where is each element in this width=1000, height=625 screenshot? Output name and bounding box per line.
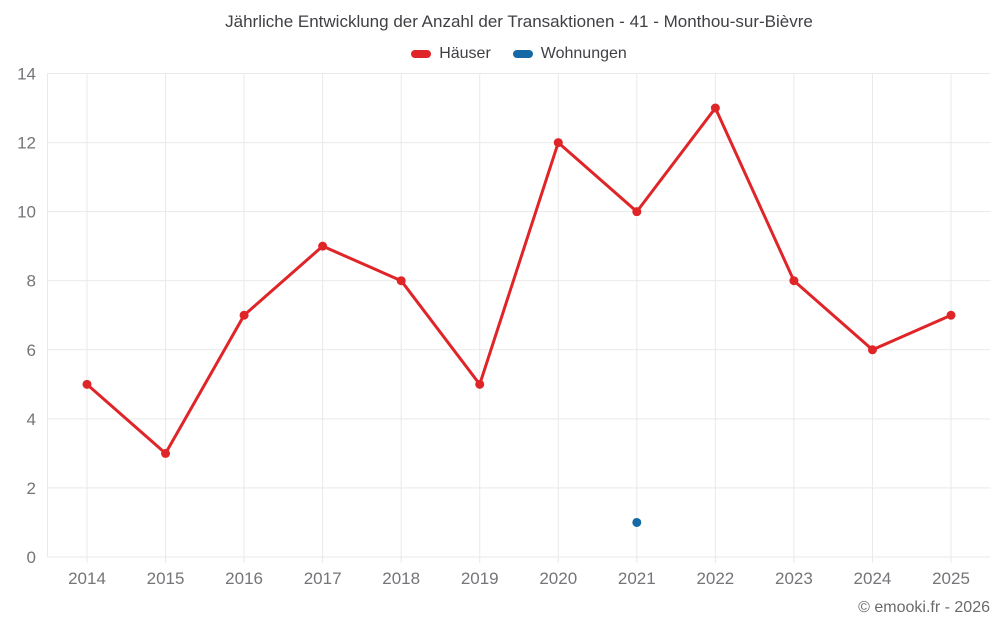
- data-point-häuser-2025[interactable]: [946, 310, 956, 320]
- legend-label-wohnungen: Wohnungen: [540, 45, 627, 62]
- data-point-häuser-2023[interactable]: [789, 276, 799, 286]
- legend-item-wohnungen[interactable]: Wohnungen: [512, 45, 627, 63]
- chart-title: Jährliche Entwicklung der Anzahl der Tra…: [225, 12, 813, 31]
- y-axis-tick-label: 2: [27, 479, 36, 498]
- data-point-wohnungen-2021[interactable]: [632, 517, 642, 527]
- copyright-footer: © emooki.fr - 2026: [858, 599, 990, 616]
- x-axis-tick-label: 2024: [854, 569, 892, 588]
- data-point-häuser-2024[interactable]: [867, 345, 877, 355]
- y-axis-tick-label: 12: [17, 134, 36, 153]
- y-axis-tick-label: 14: [17, 65, 36, 84]
- data-point-häuser-2016[interactable]: [239, 310, 249, 320]
- x-axis-tick-label: 2019: [461, 569, 499, 588]
- wohnungen-swatch-icon: [512, 50, 533, 58]
- x-axis-tick-label: 2023: [775, 569, 813, 588]
- x-axis-tick-label: 2017: [304, 569, 342, 588]
- data-point-häuser-2021[interactable]: [632, 207, 642, 217]
- data-point-häuser-2020[interactable]: [553, 138, 563, 148]
- data-point-häuser-2015[interactable]: [161, 448, 171, 458]
- data-point-häuser-2018[interactable]: [396, 276, 406, 286]
- y-axis-tick-label: 4: [27, 410, 36, 429]
- data-point-häuser-2019[interactable]: [475, 379, 485, 389]
- hauser-swatch-icon: [411, 50, 432, 58]
- x-axis-tick-label: 2018: [382, 569, 420, 588]
- y-axis-tick-label: 6: [27, 341, 36, 360]
- x-axis-tick-label: 2025: [932, 569, 970, 588]
- x-axis-tick-label: 2021: [618, 569, 656, 588]
- y-axis-tick-label: 8: [27, 272, 36, 291]
- x-axis-tick-label: 2014: [68, 569, 106, 588]
- legend-label-hauser: Häuser: [439, 45, 491, 62]
- legend-item-hauser[interactable]: Häuser: [411, 45, 491, 63]
- y-axis-tick-label: 0: [27, 548, 36, 567]
- series-line-häuser: [85, 106, 953, 455]
- data-point-häuser-2014[interactable]: [82, 379, 92, 389]
- data-point-häuser-2017[interactable]: [318, 241, 328, 251]
- y-axis-tick-label: 10: [17, 203, 36, 222]
- x-axis-tick-label: 2020: [539, 569, 577, 588]
- data-point-häuser-2022[interactable]: [710, 103, 720, 113]
- x-axis-tick-label: 2016: [225, 569, 263, 588]
- x-axis-tick-label: 2022: [696, 569, 734, 588]
- x-axis-tick-label: 2015: [147, 569, 185, 588]
- legend: Häuser Wohnungen: [48, 45, 990, 63]
